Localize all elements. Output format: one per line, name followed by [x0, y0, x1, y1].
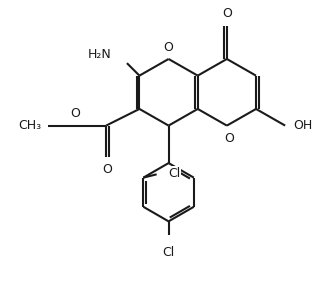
Text: OH: OH: [293, 119, 313, 132]
Text: O: O: [224, 132, 234, 145]
Text: O: O: [70, 107, 80, 120]
Text: H₂N: H₂N: [88, 48, 112, 61]
Text: O: O: [222, 7, 232, 20]
Text: Cl: Cl: [168, 167, 180, 180]
Text: O: O: [164, 41, 173, 54]
Text: CH₃: CH₃: [18, 119, 42, 132]
Text: O: O: [102, 163, 112, 176]
Text: Cl: Cl: [163, 246, 175, 258]
